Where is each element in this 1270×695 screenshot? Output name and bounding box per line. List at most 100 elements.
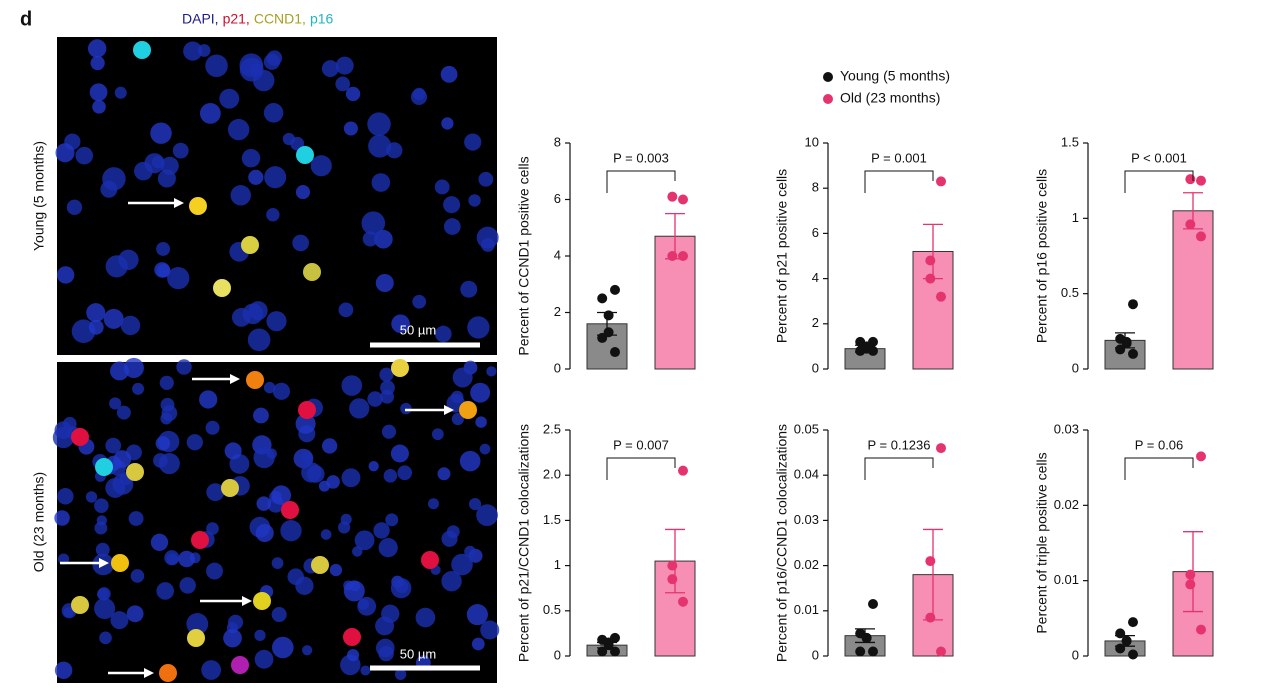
nucleus: [367, 112, 391, 136]
stain-legend-item: DAPI,: [182, 11, 219, 27]
data-point: [1121, 635, 1132, 646]
nucleus: [302, 645, 313, 656]
data-point: [936, 176, 946, 187]
marked-cell: [298, 401, 316, 419]
marked-cell: [343, 628, 361, 646]
nucleus: [437, 467, 451, 481]
nucleus: [412, 294, 427, 309]
nucleus: [441, 117, 454, 130]
nucleus: [321, 438, 338, 454]
y-tick-label: 1.5: [1061, 134, 1079, 149]
nucleus: [441, 570, 462, 592]
nucleus: [205, 420, 220, 435]
stain-legend-item: CCND1,: [254, 11, 306, 27]
nucleus: [357, 596, 377, 616]
nucleus: [441, 530, 458, 547]
nucleus: [390, 577, 412, 599]
legend-label: Young (5 months): [840, 68, 950, 84]
arrow-head: [99, 558, 109, 568]
marked-cell: [71, 596, 89, 614]
nucleus: [105, 255, 128, 278]
nucleus: [335, 56, 354, 75]
nucleus: [248, 169, 264, 185]
data-point: [603, 640, 614, 651]
y-tick-label: 0: [554, 360, 561, 375]
y-tick-label: 0: [1072, 360, 1079, 375]
nucleus: [271, 607, 287, 623]
row-label: Young (5 months): [31, 141, 47, 251]
arrow-head: [242, 596, 252, 606]
significance-bracket: [606, 170, 676, 193]
nucleus: [341, 468, 361, 488]
nucleus: [272, 382, 291, 400]
nucleus: [300, 451, 313, 464]
nucleus: [151, 155, 165, 169]
y-tick-label: 0: [812, 647, 819, 662]
data-point: [597, 332, 608, 343]
nucleus: [451, 412, 464, 426]
nucleus: [252, 69, 275, 92]
y-tick-label: 4: [812, 270, 819, 285]
nucleus: [85, 491, 98, 503]
nucleus: [266, 448, 278, 459]
nucleus: [223, 628, 242, 648]
y-tick-label: 0.01: [1054, 572, 1079, 587]
nucleus: [466, 604, 488, 626]
nucleus: [75, 146, 94, 165]
y-tick-label: 6: [554, 191, 561, 206]
p-value: P < 0.001: [1131, 150, 1187, 165]
data-point: [868, 646, 878, 657]
nucleus: [391, 314, 410, 334]
nucleus: [337, 521, 351, 534]
marked-cell: [221, 479, 239, 497]
nucleus: [92, 100, 106, 114]
data-point: [597, 293, 608, 304]
nucleus: [263, 103, 284, 123]
nucleus: [263, 53, 281, 70]
nucleus: [320, 529, 332, 540]
nucleus: [381, 604, 400, 623]
y-tick-label: 0.5: [543, 602, 561, 617]
nucleus: [239, 53, 264, 78]
nucleus: [116, 405, 131, 420]
nucleus: [266, 208, 280, 222]
nucleus: [410, 88, 428, 106]
nucleus: [126, 605, 144, 623]
data-point: [925, 556, 936, 567]
nucleus: [161, 405, 178, 421]
nucleus: [480, 620, 500, 640]
nucleus: [394, 668, 407, 680]
y-tick-label: 0.02: [1054, 497, 1079, 512]
data-point: [597, 646, 608, 657]
y-tick-label: 1: [1072, 210, 1079, 225]
data-point: [1115, 628, 1126, 639]
marked-cell: [303, 263, 321, 281]
marked-cell: [126, 463, 144, 481]
nucleus: [176, 359, 192, 375]
nucleus: [54, 510, 70, 526]
nucleus: [362, 231, 378, 247]
data-point: [678, 251, 688, 261]
data-point: [925, 612, 936, 623]
stain-legend-item: p21,: [223, 11, 250, 27]
data-point: [1128, 348, 1138, 359]
data-point: [610, 347, 620, 358]
nucleus: [415, 607, 436, 628]
marked-cell: [391, 359, 409, 377]
data-point: [667, 251, 678, 261]
y-tick-label: 2.0: [543, 467, 561, 482]
p-value: P = 0.06: [1135, 437, 1184, 452]
legend-label: Old (23 months): [840, 90, 940, 106]
marked-cell: [281, 501, 299, 519]
marked-cell: [459, 401, 477, 419]
nucleus: [468, 498, 482, 511]
marked-cell: [191, 531, 209, 549]
bar: [1172, 210, 1214, 370]
data-point: [861, 632, 872, 643]
data-point: [1115, 643, 1126, 654]
y-tick-label: 0.03: [794, 512, 819, 527]
nucleus: [263, 381, 276, 394]
nucleus: [199, 102, 221, 124]
significance-bracket: [1124, 170, 1194, 193]
data-point: [868, 599, 878, 610]
